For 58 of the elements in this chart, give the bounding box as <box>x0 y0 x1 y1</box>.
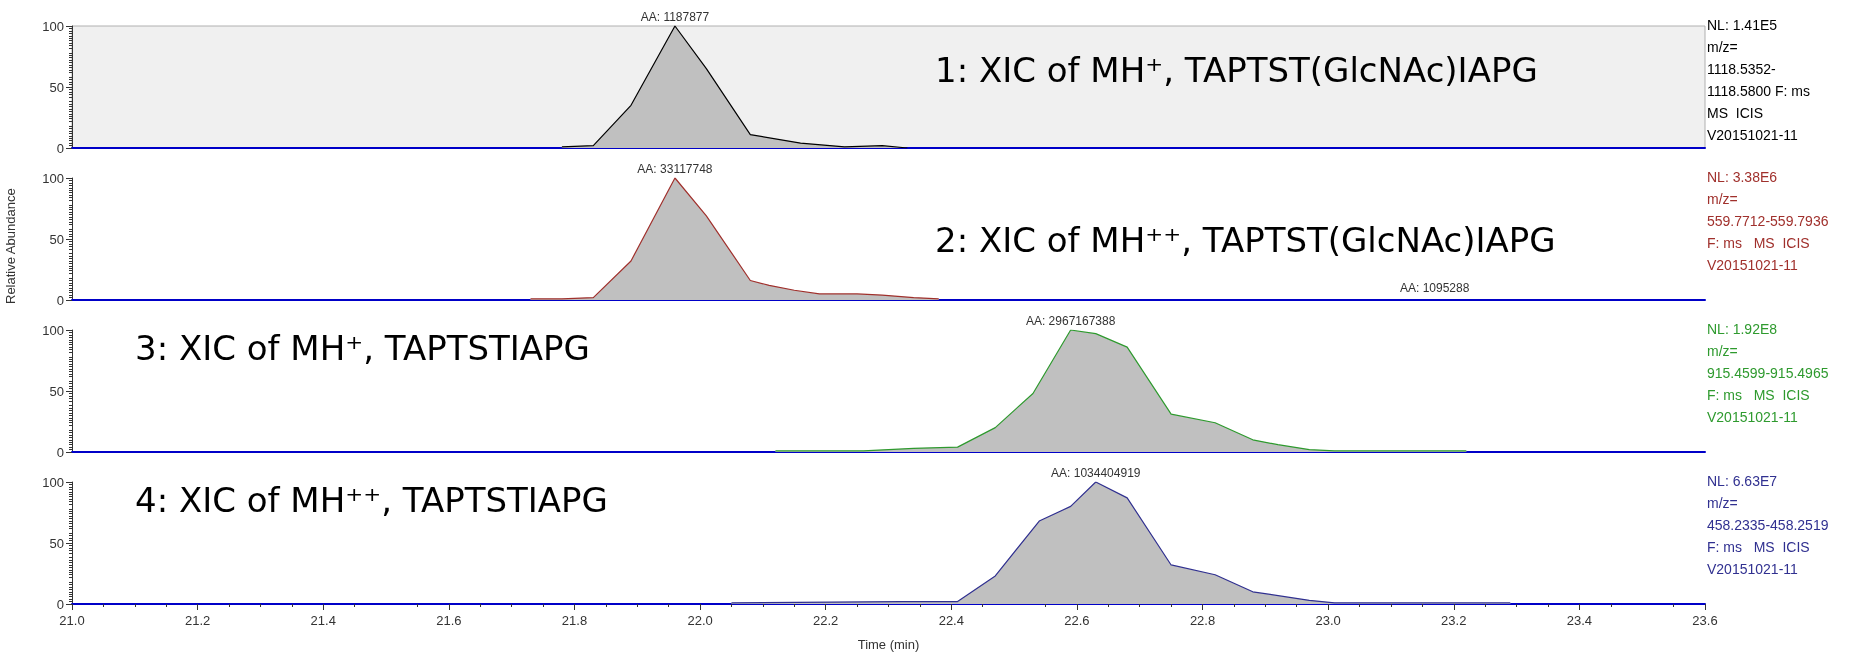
x-tick-label: 21.2 <box>184 613 211 628</box>
x-tick-label: 23.6 <box>1692 613 1718 628</box>
annotation: AA: 1187877 <box>640 10 710 24</box>
annotation: AA: 2967167388 <box>1025 314 1116 328</box>
y-tick-label: 0 <box>56 596 64 612</box>
y-tick-label: 100 <box>42 170 64 186</box>
text: 1118.5800 F: ms <box>1707 83 1810 99</box>
annotation: AA: 1095288 <box>1400 281 1470 295</box>
y-tick-label: 0 <box>56 140 64 156</box>
x-tick-label: 23.4 <box>1566 613 1593 628</box>
x-tick-label: 22.4 <box>938 613 964 628</box>
text: 1118.5352- <box>1707 61 1777 77</box>
x-tick-label: 22.6 <box>1064 613 1090 628</box>
text: m/z= <box>1707 343 1738 359</box>
text: V20151021-11 <box>1707 127 1799 143</box>
text: V20151021-11 <box>1707 257 1799 273</box>
text: V20151021-11 <box>1707 409 1799 425</box>
x-tick-label: 22.8 <box>1189 613 1216 628</box>
y-tick-label: 0 <box>56 444 64 460</box>
text: 1: XIC of MH⁺, TAPTST(GlcNAc)IAPG <box>935 50 1538 90</box>
x-tick-label: 21.8 <box>561 613 588 628</box>
chart-title: 3: XIC of MH⁺, TAPTSTIAPG <box>135 328 590 368</box>
text: F: ms MS ICIS <box>1707 539 1810 555</box>
x-tick-label: 22.2 <box>813 613 839 628</box>
y-tick-label: 50 <box>49 383 64 399</box>
x-tick-label: 22.0 <box>687 613 713 628</box>
text: MS ICIS <box>1707 105 1764 121</box>
x-tick-label: 21.0 <box>59 613 85 628</box>
x-axis-title: Time (min) <box>857 637 920 652</box>
y-tick-label: 50 <box>49 535 64 551</box>
y-tick-label: 0 <box>56 292 64 308</box>
text: F: ms MS ICIS <box>1707 235 1810 251</box>
y-axis-title: Relative Abundance <box>3 188 18 304</box>
text: F: ms MS ICIS <box>1707 387 1810 403</box>
y-tick-label: 100 <box>42 322 64 338</box>
text: m/z= <box>1707 495 1738 511</box>
x-tick-label: 23.0 <box>1315 613 1341 628</box>
text: m/z= <box>1707 39 1738 55</box>
text: NL: 3.38E6 <box>1707 169 1778 185</box>
text: 458.2335-458.2519 <box>1707 517 1829 533</box>
y-tick-label: 50 <box>49 79 64 95</box>
text: V20151021-11 <box>1707 561 1799 577</box>
annotation: AA: 33117748 <box>637 162 713 176</box>
text: 915.4599-915.4965 <box>1707 365 1829 381</box>
text: NL: 1.92E8 <box>1707 321 1778 337</box>
text: m/z= <box>1707 191 1738 207</box>
text: 2: XIC of MH⁺⁺, TAPTST(GlcNAc)IAPG <box>935 220 1556 260</box>
x-tick-label: 21.6 <box>436 613 462 628</box>
y-tick-label: 50 <box>49 231 64 247</box>
annotation: AA: 1034404919 <box>1051 466 1141 480</box>
text: NL: 1.41E5 <box>1707 17 1778 33</box>
text: NL: 6.63E7 <box>1707 473 1778 489</box>
chart-title: 4: XIC of MH⁺⁺, TAPTSTIAPG <box>135 480 608 520</box>
y-tick-label: 100 <box>42 474 64 490</box>
y-tick-label: 100 <box>42 18 64 34</box>
x-tick-label: 21.4 <box>310 613 336 628</box>
x-tick-label: 23.2 <box>1441 613 1467 628</box>
text: 559.7712-559.7936 <box>1707 213 1829 229</box>
